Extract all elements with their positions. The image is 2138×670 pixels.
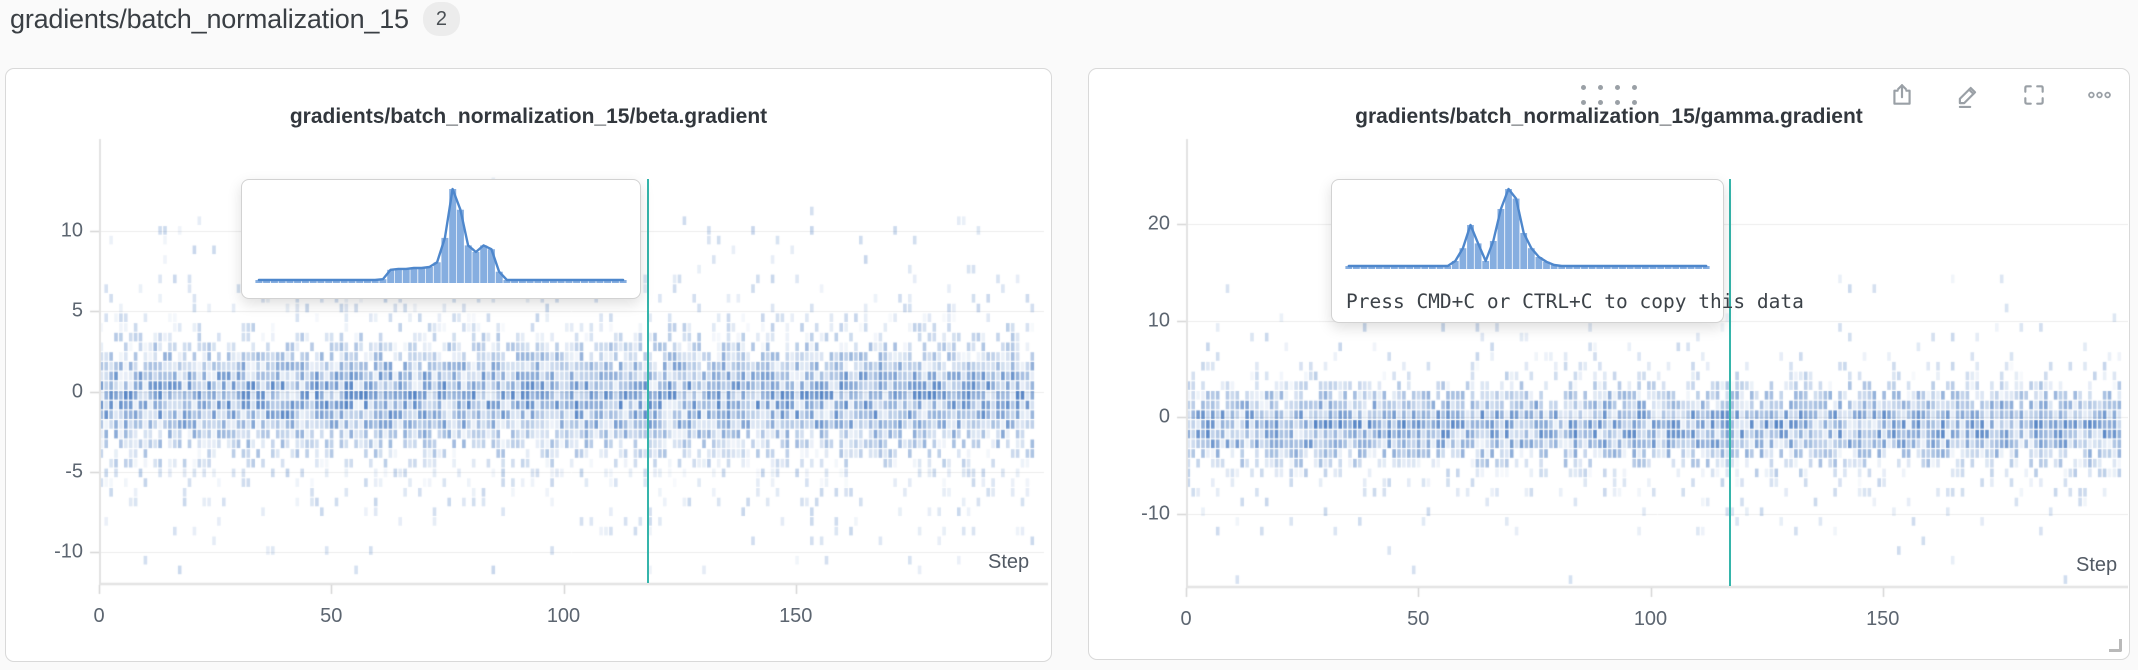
y-tick-label: 20 — [1147, 212, 1170, 235]
x-tick-label: 100 — [1633, 608, 1668, 630]
section-title[interactable]: gradients/batch_normalization_15 — [10, 3, 409, 34]
y-tick-label: -5 — [65, 460, 83, 483]
y-tick-label: 10 — [1147, 309, 1170, 332]
y-tick-label: 5 — [71, 299, 83, 322]
histogram-chart — [1345, 187, 1710, 269]
x-tick-label: 150 — [1866, 608, 1900, 630]
x-tick-label: 50 — [320, 605, 343, 627]
y-tick-label: 10 — [60, 219, 83, 242]
heatmap-plot[interactable] — [1089, 69, 2128, 658]
copy-hint-text: Press CMD+C or CTRL+C to copy this data — [1346, 290, 1804, 313]
y-tick-label: -10 — [54, 540, 83, 563]
x-tick-label: 150 — [779, 605, 813, 627]
x-tick-label: 0 — [1180, 608, 1192, 630]
y-tick-label: 0 — [1158, 405, 1170, 428]
y-tick-label: -10 — [1141, 502, 1170, 525]
panel-card-beta-gradient[interactable]: gradients/batch_normalization_15/beta.gr… — [5, 68, 1052, 662]
x-axis-label: Step — [2076, 554, 2118, 576]
x-tick-label: 50 — [1407, 608, 1430, 630]
panel-card-gamma-gradient[interactable]: gradients/batch_normalization_15/gamma.g… — [1088, 68, 2130, 660]
histogram-tooltip: Press CMD+C or CTRL+C to copy this data — [1331, 179, 1804, 323]
heatmap-plot[interactable] — [6, 69, 1050, 660]
section-header: gradients/batch_normalization_15 2 — [10, 2, 460, 36]
panel-resize-handle[interactable] — [2109, 639, 2122, 652]
panel-count-badge: 2 — [422, 2, 460, 36]
cursor-line — [1729, 179, 1731, 586]
x-tick-label: 100 — [546, 605, 581, 627]
cursor-line — [647, 179, 649, 583]
histogram-chart — [255, 187, 627, 283]
x-axis-label: Step — [988, 551, 1030, 573]
y-tick-label: 0 — [71, 380, 83, 403]
histogram-tooltip — [241, 179, 641, 299]
x-tick-label: 0 — [93, 605, 105, 627]
